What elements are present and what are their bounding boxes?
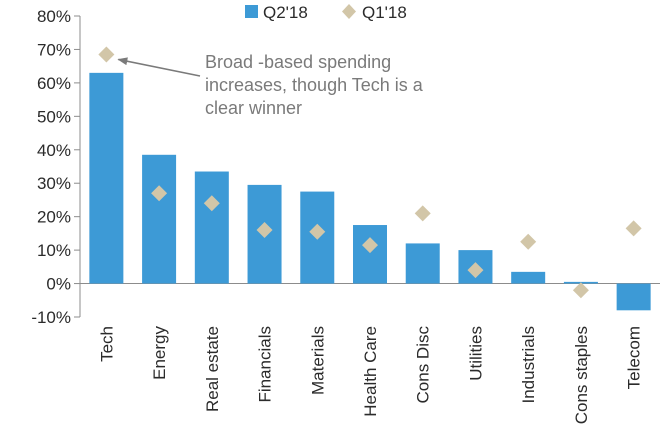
bar-telecom [616,283,651,311]
bar-health-care [353,225,387,284]
bar-tech [89,72,124,284]
category-label-cons-disc: Cons Disc [414,326,433,404]
series-q2-18-bars [89,72,651,311]
annotation-arrow [117,57,201,77]
legend: Q2'18 Q1'18 [245,3,407,22]
marker-health-care [362,237,378,254]
category-label-health-care: Health Care [361,326,380,417]
annotation-line-1: Broad -based spending [205,52,391,72]
legend-label-q2-18: Q2'18 [263,3,308,22]
marker-utilities [467,262,484,279]
marker-cons-staples [572,282,589,299]
y-tick-label: 0% [46,275,71,294]
category-label-financials: Financials [256,326,275,403]
series-q1-18-markers [98,46,642,299]
marker-real-estate [203,195,220,212]
y-tick-label: -10% [31,308,71,327]
annotation-line-3: clear winner [205,98,302,118]
y-tick-label: 50% [37,107,71,126]
marker-financials [256,222,273,239]
category-label-real-estate: Real estate [203,326,222,412]
y-tick-label: 40% [37,141,71,160]
legend-swatch-q2-18 [245,5,258,18]
category-label-utilities: Utilities [466,326,485,381]
annotation: Broad -based spending increases, though … [117,52,424,118]
y-axis: -10% 0% 10% 20% 30% 40% 50% 60% 70% 80% [31,7,81,327]
y-tick-label: 70% [37,40,71,59]
annotation-line-2: increases, though Tech is a [205,75,424,95]
bar-industrials [511,271,546,284]
y-tick-label: 30% [37,174,71,193]
category-label-energy: Energy [150,326,169,380]
category-label-materials: Materials [308,326,327,395]
marker-tech [98,46,115,63]
category-label-telecom: Telecom [625,326,644,389]
category-label-cons-staples: Cons staples [572,326,591,424]
x-axis-category-labels: Tech Energy Real estate Financials Materials… [97,326,643,425]
marker-industrials [520,233,537,250]
bar-cons-disc [405,243,440,284]
y-tick-label: 60% [37,74,71,93]
bar-real-estate [194,171,229,284]
marker-cons-disc [414,205,431,222]
legend-marker-q1-18 [342,4,356,19]
category-label-tech: Tech [97,326,116,362]
marker-telecom [625,220,642,237]
marker-materials [309,223,326,240]
marker-energy [151,185,168,202]
y-tick-label: 20% [37,208,71,227]
bar-energy [142,154,177,284]
y-tick-label: 10% [37,241,71,260]
category-label-industrials: Industrials [519,326,538,403]
legend-label-q1-18: Q1'18 [362,3,407,22]
y-tick-label: 80% [37,7,71,26]
